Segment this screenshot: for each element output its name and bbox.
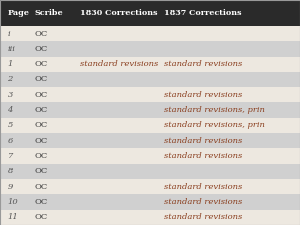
Text: standard revisions: standard revisions bbox=[164, 213, 242, 221]
Text: OC: OC bbox=[34, 60, 48, 68]
Text: standard revisions: standard revisions bbox=[164, 91, 242, 99]
Text: OC: OC bbox=[34, 183, 48, 191]
Bar bbox=[0, 179, 300, 194]
Text: standard revisions, prin: standard revisions, prin bbox=[164, 122, 264, 129]
Text: OC: OC bbox=[34, 152, 48, 160]
Text: OC: OC bbox=[34, 106, 48, 114]
Bar bbox=[0, 72, 300, 87]
Bar bbox=[0, 87, 300, 102]
Text: standard revisions: standard revisions bbox=[164, 198, 242, 206]
Text: OC: OC bbox=[34, 137, 48, 145]
Text: 3: 3 bbox=[8, 91, 13, 99]
Bar bbox=[0, 148, 300, 164]
Text: 1: 1 bbox=[8, 60, 13, 68]
Text: Scribe: Scribe bbox=[34, 9, 63, 17]
Bar bbox=[0, 194, 300, 210]
Bar bbox=[0, 118, 300, 133]
Text: standard revisions, prin: standard revisions, prin bbox=[164, 106, 264, 114]
Text: standard revisions: standard revisions bbox=[164, 137, 242, 145]
Text: OC: OC bbox=[34, 75, 48, 83]
Text: 1830 Corrections: 1830 Corrections bbox=[80, 9, 157, 17]
Text: OC: OC bbox=[34, 167, 48, 176]
Text: OC: OC bbox=[34, 213, 48, 221]
Text: 7: 7 bbox=[8, 152, 13, 160]
Text: iii: iii bbox=[8, 45, 15, 53]
Text: standard revisions: standard revisions bbox=[164, 183, 242, 191]
Text: 9: 9 bbox=[8, 183, 13, 191]
Text: OC: OC bbox=[34, 198, 48, 206]
Text: OC: OC bbox=[34, 45, 48, 53]
Bar bbox=[0, 164, 300, 179]
Text: OC: OC bbox=[34, 91, 48, 99]
Text: standard revisions: standard revisions bbox=[164, 152, 242, 160]
Bar bbox=[0, 56, 300, 72]
Text: 6: 6 bbox=[8, 137, 13, 145]
Text: 1837 Corrections: 1837 Corrections bbox=[164, 9, 241, 17]
Text: 11: 11 bbox=[8, 213, 18, 221]
Text: standard revisions: standard revisions bbox=[80, 60, 158, 68]
Text: standard revisions: standard revisions bbox=[164, 60, 242, 68]
Bar bbox=[0, 210, 300, 225]
Bar bbox=[0, 102, 300, 118]
Bar bbox=[0, 26, 300, 41]
Text: OC: OC bbox=[34, 29, 48, 38]
Text: 2: 2 bbox=[8, 75, 13, 83]
Bar bbox=[0, 0, 300, 26]
Text: 4: 4 bbox=[8, 106, 13, 114]
Text: 5: 5 bbox=[8, 122, 13, 129]
Text: 10: 10 bbox=[8, 198, 18, 206]
Text: i: i bbox=[8, 29, 10, 38]
Text: 8: 8 bbox=[8, 167, 13, 176]
Bar bbox=[0, 41, 300, 56]
Text: OC: OC bbox=[34, 122, 48, 129]
Bar bbox=[0, 133, 300, 148]
Text: Page: Page bbox=[8, 9, 29, 17]
